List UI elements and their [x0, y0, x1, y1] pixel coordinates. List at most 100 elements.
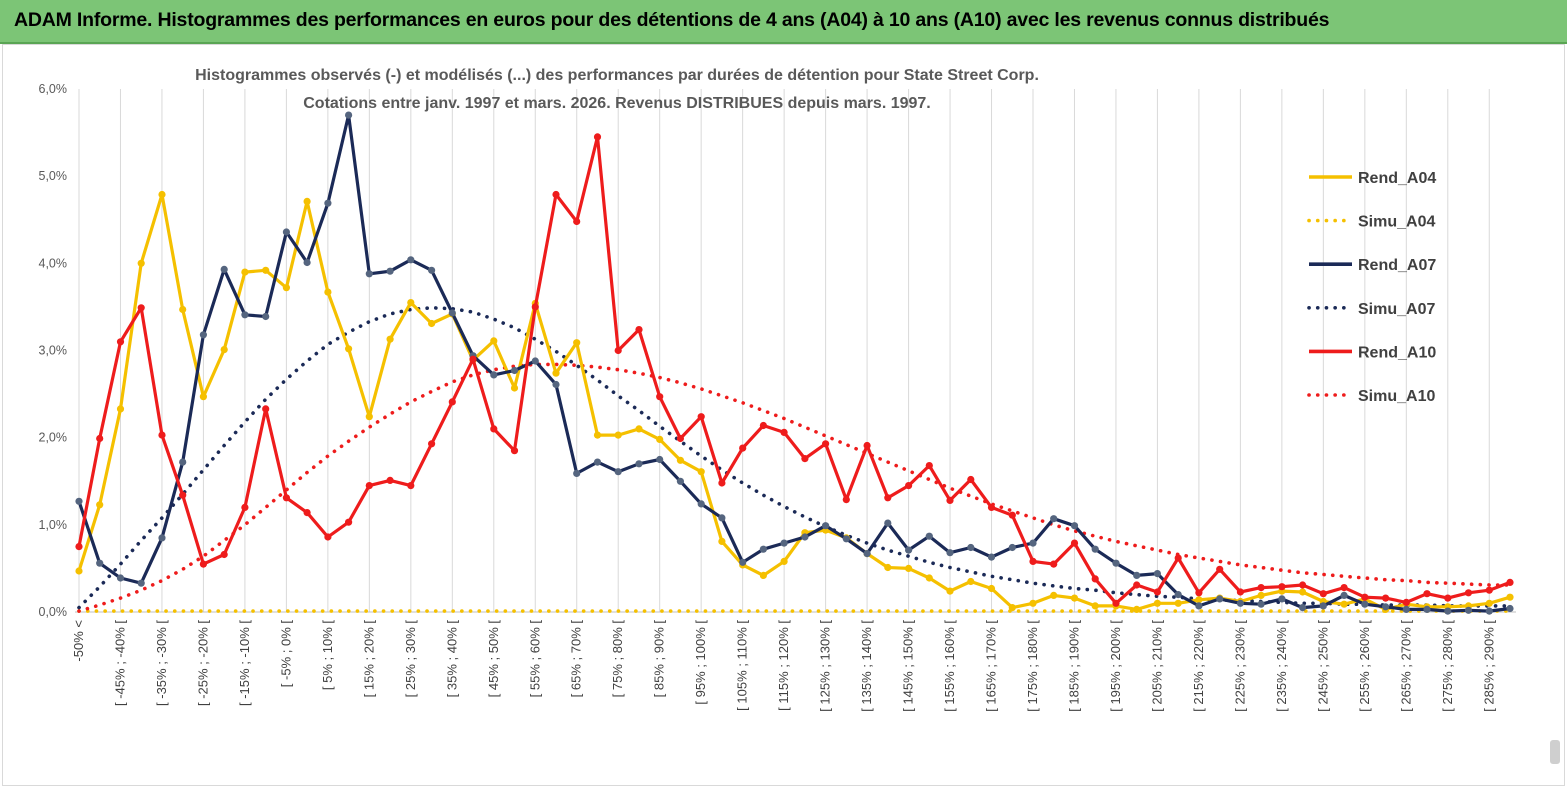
- x-tick-label: [ -25% ; -20% [: [195, 620, 210, 706]
- header-bar: ADAM Informe. Histogrammes des performan…: [0, 0, 1567, 44]
- data-point-rend_a04: [345, 345, 353, 353]
- data-point-rend_a07: [925, 532, 933, 540]
- x-tick-label: [ 185% ; 190% [: [1066, 620, 1081, 712]
- data-point-rend_a04: [282, 284, 290, 292]
- x-tick-label: [ 75% ; 80% [: [610, 620, 625, 698]
- data-point-rend_a07: [739, 558, 747, 566]
- data-point-rend_a07: [75, 497, 83, 505]
- data-point-rend_a10: [1299, 581, 1307, 589]
- data-point-rend_a10: [1506, 578, 1514, 587]
- y-tick-label: 2,0%: [39, 431, 68, 445]
- x-tick-label: [ 105% ; 110% [: [735, 620, 750, 711]
- page-title: ADAM Informe. Histogrammes des performan…: [14, 9, 1330, 31]
- data-point-rend_a04: [1029, 599, 1037, 607]
- x-tick-label: [ 235% ; 240% [: [1274, 620, 1289, 712]
- data-point-rend_a07: [967, 543, 975, 552]
- data-point-rend_a07: [656, 455, 664, 464]
- data-point-rend_a07: [573, 469, 581, 477]
- data-point-rend_a10: [137, 304, 145, 312]
- data-point-rend_a07: [1029, 539, 1037, 547]
- data-point-rend_a04: [1008, 604, 1016, 612]
- data-point-rend_a10: [1091, 575, 1099, 583]
- data-point-rend_a04: [116, 405, 125, 413]
- data-point-rend_a07: [676, 477, 685, 485]
- x-tick-label: [ -5% ; 0% [: [278, 620, 293, 688]
- data-point-rend_a04: [697, 468, 705, 476]
- data-point-rend_a10: [448, 398, 456, 406]
- scrollbar-thumb[interactable]: [1550, 740, 1560, 764]
- data-point-rend_a10: [1402, 598, 1410, 607]
- data-point-rend_a07: [1050, 515, 1058, 523]
- data-point-rend_a04: [1257, 591, 1265, 600]
- y-tick-label: 3,0%: [39, 344, 68, 358]
- x-tick-label: [ 25% ; 30% [: [403, 620, 418, 698]
- data-point-rend_a10: [1050, 560, 1058, 568]
- data-point-rend_a10: [593, 133, 602, 141]
- data-point-rend_a04: [1506, 593, 1514, 601]
- series-line-simu_a07: [77, 305, 1512, 610]
- data-point-rend_a04: [490, 337, 498, 345]
- y-tick-label: 5,0%: [39, 169, 68, 183]
- data-point-rend_a10: [635, 326, 643, 334]
- data-point-rend_a07: [987, 553, 996, 561]
- data-point-rend_a10: [96, 434, 104, 443]
- x-tick-label: [ 225% ; 230% [: [1232, 620, 1247, 712]
- data-point-rend_a10: [780, 428, 788, 436]
- x-tick-label: [ 245% ; 250% [: [1315, 620, 1330, 712]
- y-tick-label: 1,0%: [39, 518, 68, 532]
- data-point-rend_a10: [1257, 584, 1265, 592]
- x-tick-label: [ -35% ; -30% [: [154, 620, 169, 706]
- data-point-rend_a07: [1299, 604, 1307, 612]
- x-tick-label: [ 155% ; 160% [: [942, 620, 957, 712]
- data-point-rend_a10: [656, 393, 664, 401]
- series-group: [75, 111, 1514, 615]
- data-point-rend_a07: [1257, 600, 1265, 608]
- x-tick-label: [ 265% ; 270% [: [1398, 620, 1413, 712]
- data-point-rend_a10: [1133, 581, 1141, 589]
- data-point-rend_a07: [1216, 595, 1224, 603]
- data-point-rend_a04: [552, 369, 560, 377]
- data-point-rend_a04: [1133, 605, 1141, 614]
- data-point-rend_a10: [946, 496, 954, 504]
- data-point-rend_a07: [1278, 595, 1286, 603]
- data-point-rend_a07: [1319, 602, 1327, 610]
- data-point-rend_a07: [1340, 591, 1348, 600]
- data-point-rend_a10: [1008, 511, 1016, 519]
- data-point-rend_a07: [822, 522, 830, 530]
- data-point-rend_a07: [1485, 607, 1493, 615]
- data-point-rend_a10: [158, 431, 166, 439]
- x-tick-label: [ 285% ; 290% [: [1481, 620, 1496, 712]
- chart-title-line2: Cotations entre janv. 1997 et mars. 2026…: [303, 95, 931, 112]
- data-point-rend_a10: [531, 303, 539, 311]
- data-point-rend_a07: [531, 357, 539, 365]
- data-point-rend_a07: [946, 549, 954, 557]
- data-point-rend_a04: [1050, 591, 1058, 600]
- data-point-rend_a04: [324, 288, 332, 296]
- data-point-rend_a04: [365, 413, 373, 421]
- data-point-rend_a07: [137, 579, 145, 587]
- data-point-rend_a04: [884, 563, 892, 572]
- data-point-rend_a10: [1319, 590, 1327, 598]
- data-point-rend_a04: [303, 197, 311, 205]
- legend-label-rend_a04: Rend_A04: [1358, 170, 1436, 187]
- data-point-rend_a07: [1236, 599, 1244, 607]
- data-point-rend_a07: [1008, 543, 1016, 552]
- data-point-rend_a10: [1236, 588, 1244, 596]
- data-point-rend_a07: [842, 535, 850, 543]
- data-point-rend_a07: [386, 267, 394, 275]
- data-point-rend_a10: [510, 447, 519, 455]
- chart-frame: [2, 44, 1565, 786]
- data-point-rend_a07: [780, 539, 788, 547]
- data-point-rend_a10: [1361, 593, 1369, 601]
- data-point-rend_a04: [220, 346, 228, 354]
- data-point-rend_a07: [1070, 522, 1079, 530]
- data-point-rend_a07: [324, 199, 332, 207]
- x-tick-label: [ 145% ; 150% [: [901, 620, 916, 712]
- data-point-rend_a07: [428, 266, 436, 274]
- data-point-rend_a04: [967, 577, 975, 586]
- data-point-rend_a04: [1340, 600, 1348, 608]
- data-point-rend_a10: [365, 482, 373, 490]
- data-point-rend_a07: [1174, 591, 1182, 599]
- data-point-rend_a10: [1423, 590, 1431, 598]
